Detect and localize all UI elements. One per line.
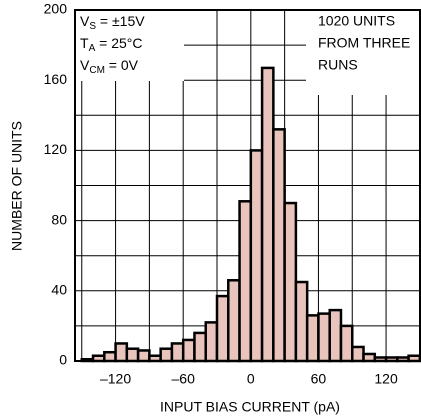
bar [227,279,241,363]
bar [362,352,377,363]
bar [339,324,354,363]
annotation: RUNS [318,57,358,73]
bar [159,347,174,363]
y-tick-label: 200 [44,1,68,17]
bar [238,200,253,363]
x-tick-label: –120 [100,371,131,387]
annotation: VS = ±15V [80,13,145,32]
annotation-text: = 0V [105,57,139,73]
bar [272,128,286,363]
bar [260,66,275,363]
y-axis-label: NUMBER OF UNITS [9,121,25,251]
bar [114,342,129,363]
y-tick-label: 40 [51,282,67,298]
x-tick-label: –60 [172,371,196,387]
bar [283,201,298,363]
bar [181,338,196,363]
annotation-subscript: S [89,21,96,32]
x-axis-label: INPUT BIAS CURRENT (pA) [160,399,340,415]
annotation-text: = ±15V [96,13,145,29]
annotation-text: V [80,57,90,73]
annotation-box [76,11,184,81]
annotation-text: T [80,35,89,51]
y-tick-label: 120 [44,141,68,157]
bar [125,347,140,363]
bar [193,331,207,363]
annotation-text: V [80,13,90,29]
annotation-text: = 25°C [95,35,142,51]
annotation-subscript: A [89,43,96,54]
annotation: 1020 UNITS [318,13,395,29]
bar [215,294,230,363]
bar [170,342,185,363]
bar [103,350,117,363]
annotation-subscript: CM [89,65,105,76]
y-tick-label: 80 [51,211,67,227]
bar [249,149,264,363]
x-tick-label: 60 [311,371,327,387]
bar [328,308,343,363]
bar [294,280,309,363]
bar [204,321,219,363]
bar [351,345,365,363]
y-tick-label: 160 [44,71,68,87]
annotation-box [306,11,420,95]
x-tick-label: 0 [247,371,255,387]
bar [317,312,331,363]
bar [305,314,320,363]
annotation: VCM = 0V [80,57,139,76]
annotation: FROM THREE [318,35,410,51]
plot-frame [74,9,421,362]
x-tick-label: 120 [374,371,398,387]
y-tick-label: 0 [59,352,67,368]
bar [136,349,151,363]
annotation: TA = 25°C [80,35,142,54]
